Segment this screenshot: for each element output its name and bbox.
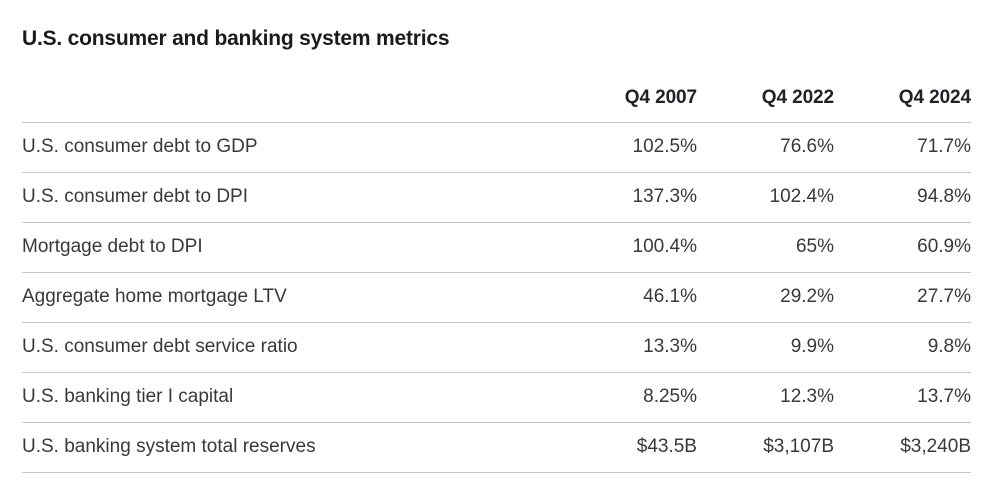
cell-value: 9.9%	[697, 322, 834, 373]
cell-value: 60.9%	[834, 222, 971, 273]
cell-value: 29.2%	[697, 272, 834, 323]
column-header-q4-2007: Q4 2007	[560, 75, 697, 123]
cell-value: 8.25%	[560, 372, 697, 423]
corner-cell	[22, 75, 560, 123]
cell-value: 94.8%	[834, 172, 971, 223]
cell-value: 71.7%	[834, 122, 971, 173]
row-label: Aggregate home mortgage LTV	[22, 272, 560, 323]
cell-value: 100.4%	[560, 222, 697, 273]
table-row: U.S. banking system total reserves $43.5…	[22, 422, 971, 473]
cell-value: $3,240B	[834, 422, 971, 473]
cell-value: 76.6%	[697, 122, 834, 173]
row-label: U.S. consumer debt to GDP	[22, 122, 560, 173]
table-row: U.S. consumer debt service ratio 13.3% 9…	[22, 322, 971, 373]
table-body: U.S. consumer debt to GDP 102.5% 76.6% 7…	[22, 122, 971, 473]
cell-value: 102.4%	[697, 172, 834, 223]
column-header-q4-2024: Q4 2024	[834, 75, 971, 123]
table-row: Aggregate home mortgage LTV 46.1% 29.2% …	[22, 272, 971, 323]
row-label: Mortgage debt to DPI	[22, 222, 560, 273]
row-label: U.S. banking system total reserves	[22, 422, 560, 473]
cell-value: 27.7%	[834, 272, 971, 323]
cell-value: $3,107B	[697, 422, 834, 473]
page-title: U.S. consumer and banking system metrics	[22, 27, 450, 50]
cell-value: 13.3%	[560, 322, 697, 373]
column-header-q4-2022: Q4 2022	[697, 75, 834, 123]
cell-value: 9.8%	[834, 322, 971, 373]
metrics-table: Q4 2007 Q4 2022 Q4 2024 U.S. consumer de…	[22, 75, 971, 473]
cell-value: 137.3%	[560, 172, 697, 223]
row-label: U.S. banking tier I capital	[22, 372, 560, 423]
cell-value: $43.5B	[560, 422, 697, 473]
table-row: U.S. consumer debt to DPI 137.3% 102.4% …	[22, 172, 971, 223]
cell-value: 65%	[697, 222, 834, 273]
table-row: U.S. consumer debt to GDP 102.5% 76.6% 7…	[22, 122, 971, 173]
table-row: Mortgage debt to DPI 100.4% 65% 60.9%	[22, 222, 971, 273]
table-header-row: Q4 2007 Q4 2022 Q4 2024	[22, 75, 971, 123]
row-label: U.S. consumer debt service ratio	[22, 322, 560, 373]
cell-value: 46.1%	[560, 272, 697, 323]
table-header: Q4 2007 Q4 2022 Q4 2024	[22, 75, 971, 123]
table-row: U.S. banking tier I capital 8.25% 12.3% …	[22, 372, 971, 423]
row-label: U.S. consumer debt to DPI	[22, 172, 560, 223]
cell-value: 12.3%	[697, 372, 834, 423]
cell-value: 13.7%	[834, 372, 971, 423]
cell-value: 102.5%	[560, 122, 697, 173]
